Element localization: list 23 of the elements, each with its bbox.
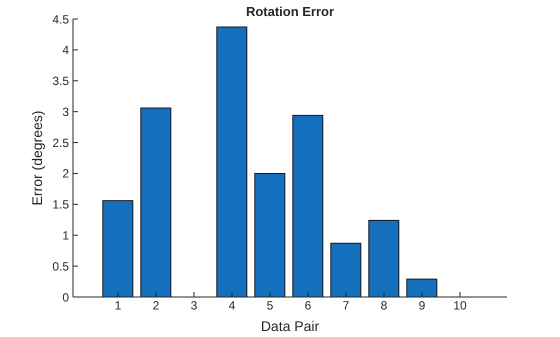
x-tick-label: 1 (114, 298, 122, 313)
x-tick-label: 6 (304, 298, 312, 313)
y-axis-title: Error (degrees) (29, 110, 45, 206)
y-tick-label: 0.5 (52, 259, 70, 274)
x-tick-label: 7 (342, 298, 350, 313)
y-tick-label: 2 (62, 166, 70, 181)
y-tick-label: 3.5 (52, 74, 70, 88)
x-tick-label: 5 (266, 298, 274, 313)
x-tick-label: 4 (228, 298, 236, 313)
y-tick-label: 3 (62, 104, 70, 119)
x-tick-label: 9 (418, 298, 426, 313)
x-tick-label: 10 (453, 298, 467, 313)
y-tick-label: 1.5 (52, 198, 70, 212)
y-tick-label: 2.5 (52, 136, 70, 150)
y-tick-label: 1 (62, 228, 70, 242)
y-tick-label: 0 (62, 290, 70, 304)
chart-title: Rotation Error (244, 4, 336, 19)
x-tick-label: 3 (190, 298, 198, 313)
x-axis-title: Data Pair (260, 318, 320, 334)
y-tick-label: 4 (62, 43, 70, 58)
y-tick-label: 4.5 (52, 12, 70, 26)
x-tick-label: 2 (152, 298, 160, 313)
x-tick-label: 8 (380, 298, 388, 313)
